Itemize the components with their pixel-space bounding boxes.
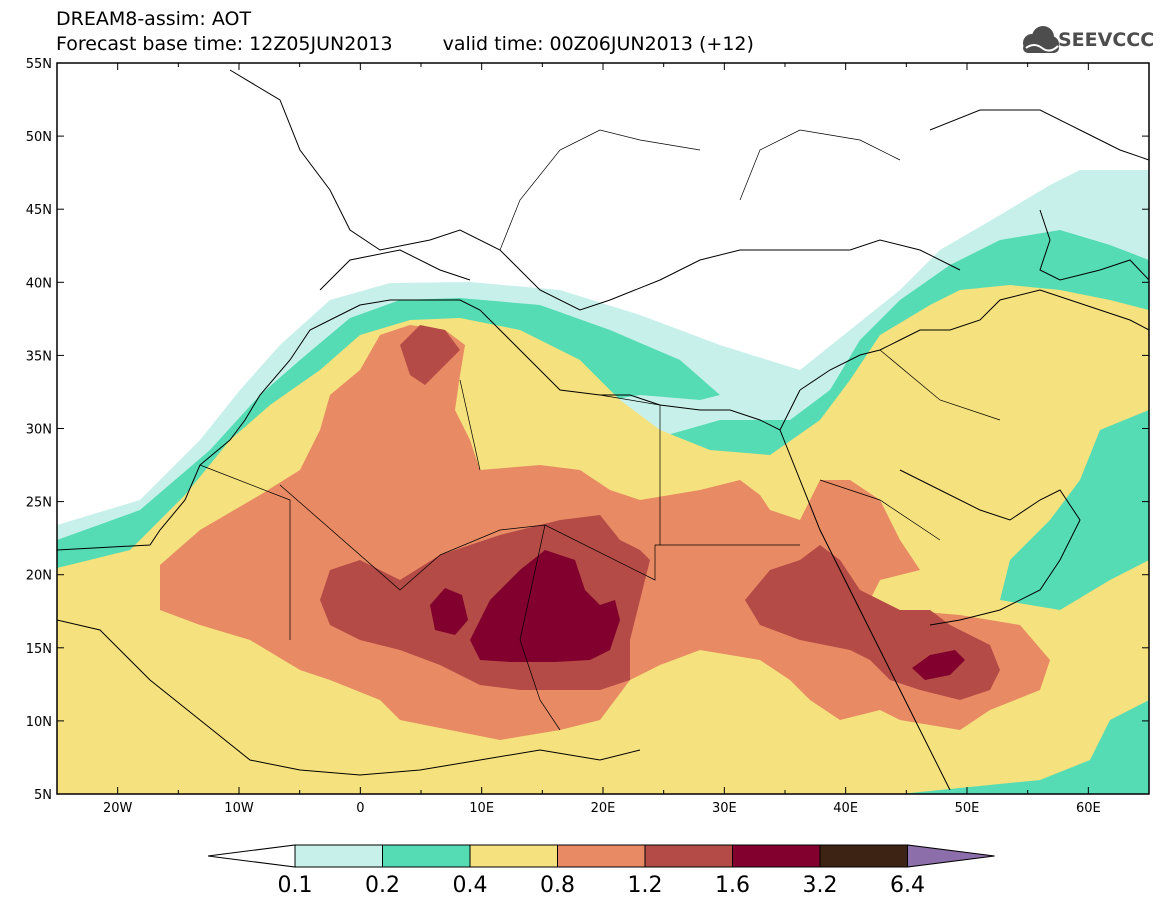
lat-label: 30N xyxy=(26,423,52,438)
logo-text: SEEVCCC xyxy=(1058,29,1155,51)
colorbar-level-label: 0.2 xyxy=(365,873,400,898)
lon-label: 20W xyxy=(103,801,133,816)
aot-band-1.6-east xyxy=(912,650,965,680)
colorbar-swatch xyxy=(294,844,383,868)
latitude-labels: 55N 50N 45N 40N 35N 30N 25N 20N 15N 10N 5N xyxy=(26,57,52,803)
map-title: DREAM8-assim: AOT xyxy=(56,8,252,30)
colorbar-low-arrow xyxy=(207,844,296,868)
aot-band-1.6 xyxy=(470,550,620,662)
lon-label: 10E xyxy=(469,801,494,816)
lat-label: 45N xyxy=(26,203,52,218)
lat-label: 35N xyxy=(26,349,52,364)
colorbar-swatch xyxy=(557,844,646,868)
valid-time: valid time: 00Z06JUN2013 (+12) xyxy=(442,33,754,55)
lon-label: 40E xyxy=(833,801,858,816)
lat-label: 40N xyxy=(26,276,52,291)
colorbar-swatch xyxy=(644,844,733,868)
colorbar-swatches xyxy=(207,844,995,868)
colorbar-swatch xyxy=(382,844,471,868)
lon-label: 0 xyxy=(356,801,364,816)
lon-label: 30E xyxy=(712,801,737,816)
lon-label: 10W xyxy=(224,801,254,816)
lat-label: 5N xyxy=(34,788,52,803)
lon-label: 60E xyxy=(1076,801,1101,816)
time-info: Forecast base time: 12Z05JUN2013 valid ti… xyxy=(56,33,754,55)
colorbar-level-label: 0.4 xyxy=(452,873,488,898)
colorbar-level-label: 0.1 xyxy=(277,873,313,898)
borders xyxy=(199,129,1001,731)
axis-ticks xyxy=(56,62,1150,795)
lat-label: 20N xyxy=(26,569,52,584)
colorbar-level-label: 3.2 xyxy=(802,873,838,898)
colorbar-high-arrow xyxy=(907,844,995,868)
colorbar-level-label: 6.4 xyxy=(890,873,925,898)
colorbar-swatch xyxy=(732,844,821,868)
lon-label: 50E xyxy=(955,801,980,816)
lat-label: 25N xyxy=(26,496,52,511)
lat-label: 15N xyxy=(26,642,52,657)
coastlines xyxy=(57,69,1149,791)
aot-fields xyxy=(57,170,1149,794)
colorbar-level-label: 1.6 xyxy=(715,873,750,898)
colorbar-level-label: 1.2 xyxy=(627,873,663,898)
aot-band-1.6-west xyxy=(430,588,468,635)
lat-label: 50N xyxy=(26,130,52,145)
colorbar-swatch xyxy=(469,844,558,868)
cloud-logo-icon xyxy=(1023,26,1059,53)
base-time: Forecast base time: 12Z05JUN2013 xyxy=(56,33,393,55)
aot-band-1.2-north xyxy=(400,325,460,385)
lat-label: 10N xyxy=(26,715,52,730)
longitude-labels: 20W 10W 0 10E 20E 30E 40E 50E 60E xyxy=(103,801,1101,816)
lon-label: 20E xyxy=(591,801,616,816)
colorbar-swatch xyxy=(819,844,908,868)
lat-label: 55N xyxy=(26,57,52,72)
colorbar-level-label: 0.8 xyxy=(540,873,575,898)
